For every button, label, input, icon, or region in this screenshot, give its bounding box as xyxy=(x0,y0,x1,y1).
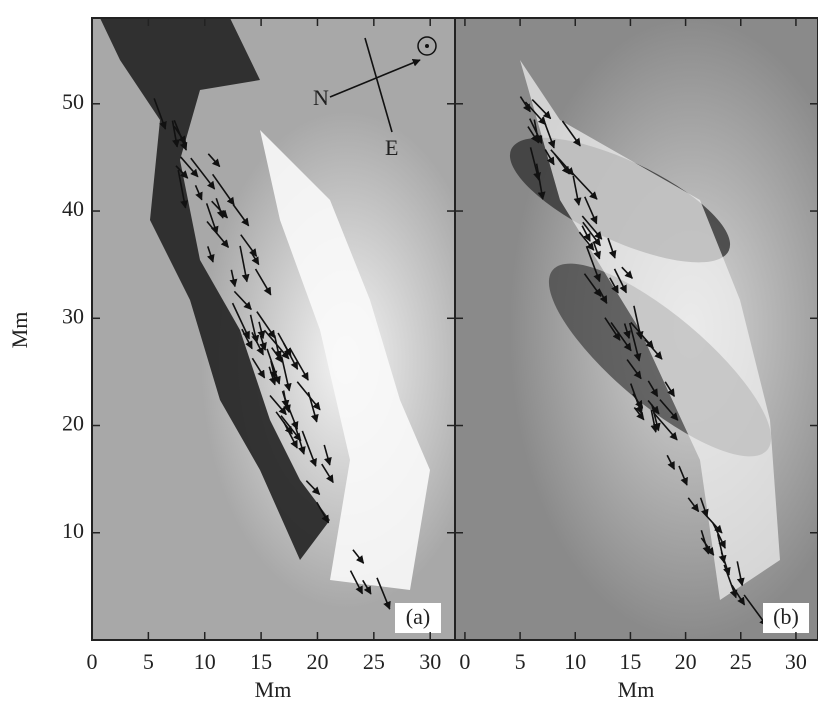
x-tick-label: 30 xyxy=(785,649,807,674)
x-tick-label: 0 xyxy=(87,649,98,674)
x-tick-label: 15 xyxy=(619,649,641,674)
x-tick-label: 5 xyxy=(143,649,154,674)
x-axis-label: Mm xyxy=(618,677,655,702)
x-tick-label: 25 xyxy=(730,649,752,674)
y-tick-label: 20 xyxy=(62,411,84,436)
x-axis-label: Mm xyxy=(255,677,292,702)
sun-symbol-dot xyxy=(425,44,429,48)
x-tick-label: 20 xyxy=(306,649,328,674)
panel-label: (a) xyxy=(406,604,430,629)
x-tick-label: 5 xyxy=(515,649,526,674)
x-tick-label: 15 xyxy=(250,649,272,674)
x-tick-label: 10 xyxy=(564,649,586,674)
y-tick-label: 30 xyxy=(62,303,84,328)
y-axis-label: Mm xyxy=(7,312,32,349)
annotation: N xyxy=(313,85,329,110)
annotation: E xyxy=(385,135,398,160)
y-tick-label: 40 xyxy=(62,196,84,221)
x-tick-label: 20 xyxy=(675,649,697,674)
y-tick-label: 50 xyxy=(62,89,84,114)
x-tick-label: 30 xyxy=(419,649,441,674)
figure: N E (a) (b) Mm Mm Mm 0 5 10 15 20 25 30 10 20 30 4… xyxy=(0,0,818,707)
x-tick-label: 10 xyxy=(194,649,216,674)
y-tick-label: 10 xyxy=(62,518,84,543)
x-tick-label: 0 xyxy=(459,649,470,674)
panel-label: (b) xyxy=(773,604,799,629)
x-tick-label: 25 xyxy=(363,649,385,674)
panel-a-image xyxy=(92,18,455,640)
